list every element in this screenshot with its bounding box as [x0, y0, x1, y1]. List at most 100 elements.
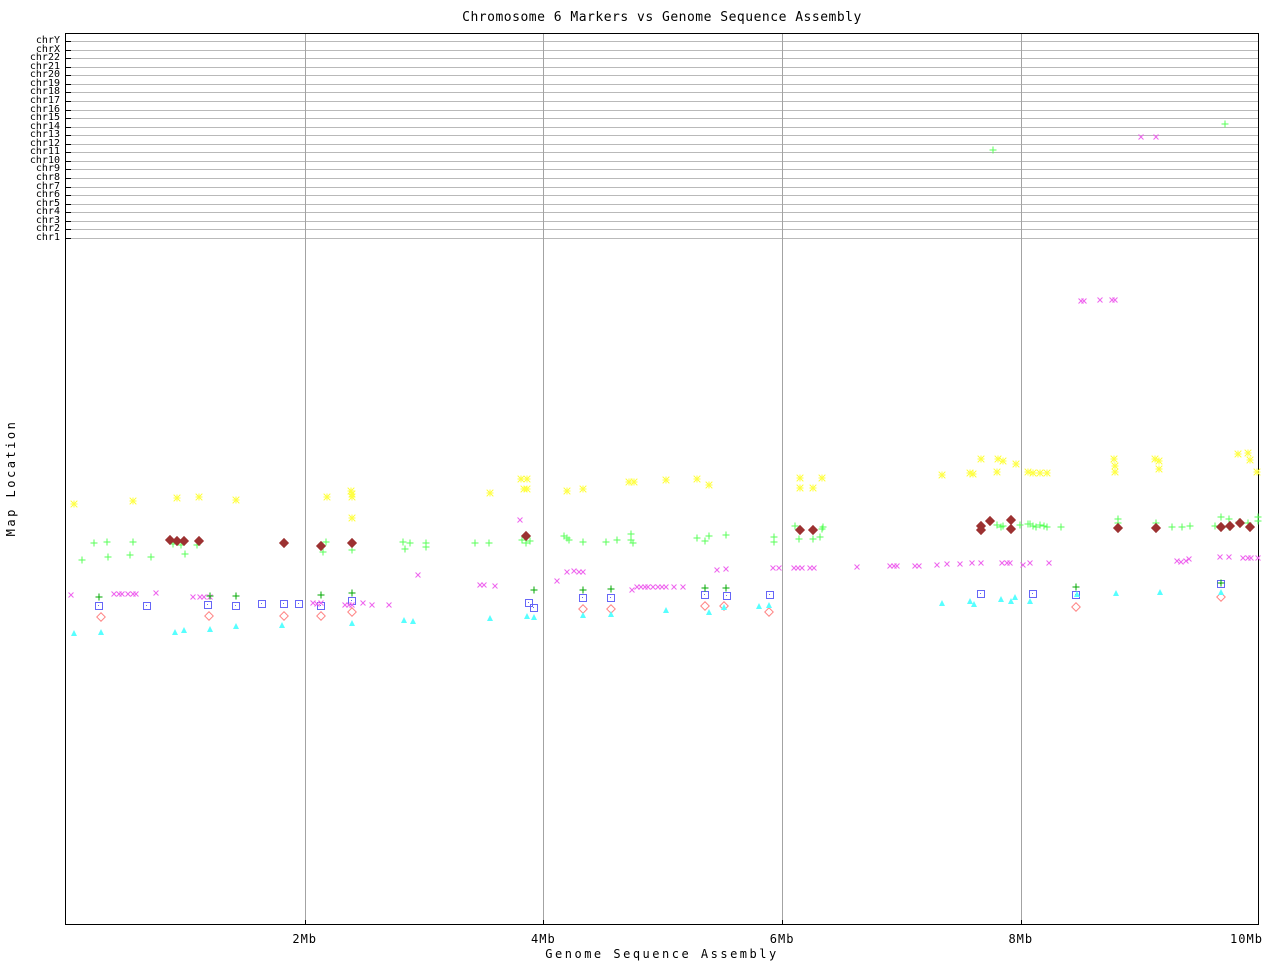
data-point	[319, 548, 327, 556]
x-tick-label-6mb: 6Mb	[769, 932, 795, 946]
data-point	[78, 556, 85, 564]
data-point	[966, 469, 973, 477]
chrom-label-chr7: chr7	[35, 180, 60, 192]
data-point	[1225, 515, 1232, 523]
data-point	[1057, 523, 1065, 531]
chrom-gridline	[66, 195, 1258, 197]
data-point	[367, 600, 377, 610]
data-point	[607, 585, 615, 593]
chrom-gridline	[66, 160, 1258, 162]
data-point	[1218, 589, 1225, 595]
chrom-label-chrx: chrX	[35, 43, 60, 55]
data-point	[486, 489, 494, 497]
chrom-label-chr4: chr4	[35, 206, 60, 218]
data-point	[578, 594, 587, 602]
data-point	[678, 582, 688, 592]
data-point	[818, 525, 825, 533]
data-point	[705, 481, 713, 489]
chrom-gridline	[66, 237, 1258, 239]
data-point	[989, 146, 997, 154]
chrom-label-chr18: chr18	[29, 86, 60, 98]
data-point	[1024, 468, 1032, 476]
x-tick-label-10mb: 10Mb	[1230, 932, 1263, 946]
chrom-gridline	[66, 152, 1258, 154]
data-point	[809, 484, 817, 492]
chrom-tick	[66, 58, 71, 60]
data-point	[602, 538, 609, 546]
data-point	[523, 485, 531, 493]
data-point	[1036, 469, 1044, 477]
data-point	[486, 615, 493, 621]
data-point	[693, 475, 701, 483]
data-point	[809, 535, 817, 543]
chrom-tick	[66, 118, 71, 120]
data-point	[1036, 521, 1044, 529]
data-point	[1029, 469, 1037, 477]
data-point	[348, 546, 356, 554]
data-point	[195, 493, 202, 501]
data-point	[795, 525, 805, 535]
data-point	[608, 611, 615, 617]
chrom-tick	[66, 237, 71, 239]
data-point	[294, 600, 303, 608]
data-point	[770, 538, 778, 546]
data-point	[518, 536, 526, 544]
data-point	[701, 584, 708, 592]
x-gridline	[543, 34, 545, 924]
data-point	[971, 601, 978, 607]
chrom-gridline	[66, 75, 1258, 77]
data-point	[1245, 522, 1255, 532]
x-gridline	[782, 34, 784, 924]
data-point	[1136, 132, 1146, 142]
data-point	[1217, 579, 1225, 587]
data-point	[579, 485, 587, 493]
chrom-tick	[66, 75, 71, 77]
data-point	[522, 539, 529, 547]
chrom-gridline	[66, 126, 1258, 128]
data-point	[693, 534, 701, 542]
data-point	[1025, 558, 1035, 568]
data-point	[997, 596, 1004, 602]
data-point	[625, 478, 633, 486]
data-point	[938, 471, 946, 479]
chrom-tick	[66, 169, 71, 171]
data-point	[181, 627, 188, 633]
data-point	[95, 612, 106, 622]
data-point	[976, 558, 986, 568]
data-point	[669, 582, 679, 592]
data-point	[1026, 520, 1034, 528]
data-point	[999, 522, 1007, 530]
data-point	[1221, 120, 1229, 128]
data-point	[552, 576, 562, 586]
x-gridline	[1020, 34, 1022, 924]
data-point	[816, 533, 824, 541]
data-point	[151, 588, 161, 598]
data-point	[515, 515, 525, 525]
data-point	[173, 494, 181, 502]
chrom-gridline	[66, 100, 1258, 102]
data-point	[401, 545, 409, 553]
data-point	[517, 475, 525, 483]
data-point	[322, 538, 330, 546]
data-point	[818, 474, 825, 482]
data-point	[1113, 590, 1120, 596]
y-axis-title: Map Location	[4, 419, 18, 537]
data-point	[722, 531, 730, 539]
data-point	[627, 530, 634, 538]
data-point	[1008, 598, 1015, 604]
data-point	[1111, 468, 1119, 476]
data-point	[1253, 553, 1263, 563]
data-point	[232, 496, 239, 504]
chrom-tick	[66, 152, 71, 154]
chrom-label-chr2: chr2	[35, 223, 60, 235]
chrom-label-chr9: chr9	[35, 163, 60, 175]
chrom-gridline	[66, 229, 1258, 231]
data-point	[1253, 468, 1261, 476]
data-point	[720, 604, 727, 610]
data-point	[819, 523, 827, 531]
x-axis-tick	[543, 920, 545, 924]
data-point	[523, 475, 531, 483]
data-point	[526, 537, 534, 545]
chrom-gridline	[66, 66, 1258, 68]
